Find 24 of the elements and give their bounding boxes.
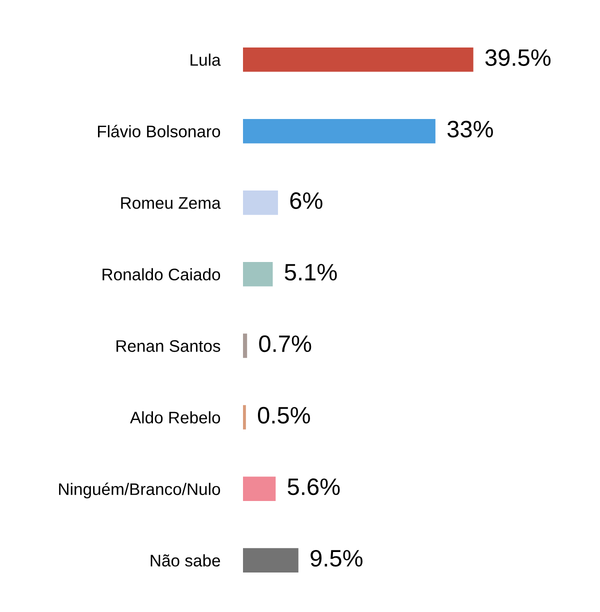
data-label: 5.1% [284,264,337,281]
y-tick-label: Não sabe [150,554,220,567]
data-label: 6% [290,192,322,210]
data-label: 9.5% [310,550,362,567]
bar [243,405,246,430]
data-label: 33% [447,120,493,138]
y-tick-label: Romeu Zema [121,197,221,209]
data-label: 39.5% [485,49,551,66]
y-tick-label: Aldo Rebelo [130,411,220,424]
bar [243,47,474,72]
data-label: 5.6% [288,478,340,496]
bar [243,548,298,572]
data-label: 0.7% [259,335,312,352]
y-tick-label: Flávio Bolsonaro [98,124,220,138]
y-tick-label: Lula [190,54,221,66]
bar [243,334,248,358]
bar [243,476,276,501]
bar [243,119,436,144]
bar [243,190,278,215]
data-label: 0.5% [258,406,310,424]
y-tick-label: Ninguém/Branco/Nulo [59,482,220,498]
y-tick-label: Renan Santos [116,340,220,352]
bar [243,262,273,286]
y-tick-label: Ronaldo Caiado [102,268,220,280]
